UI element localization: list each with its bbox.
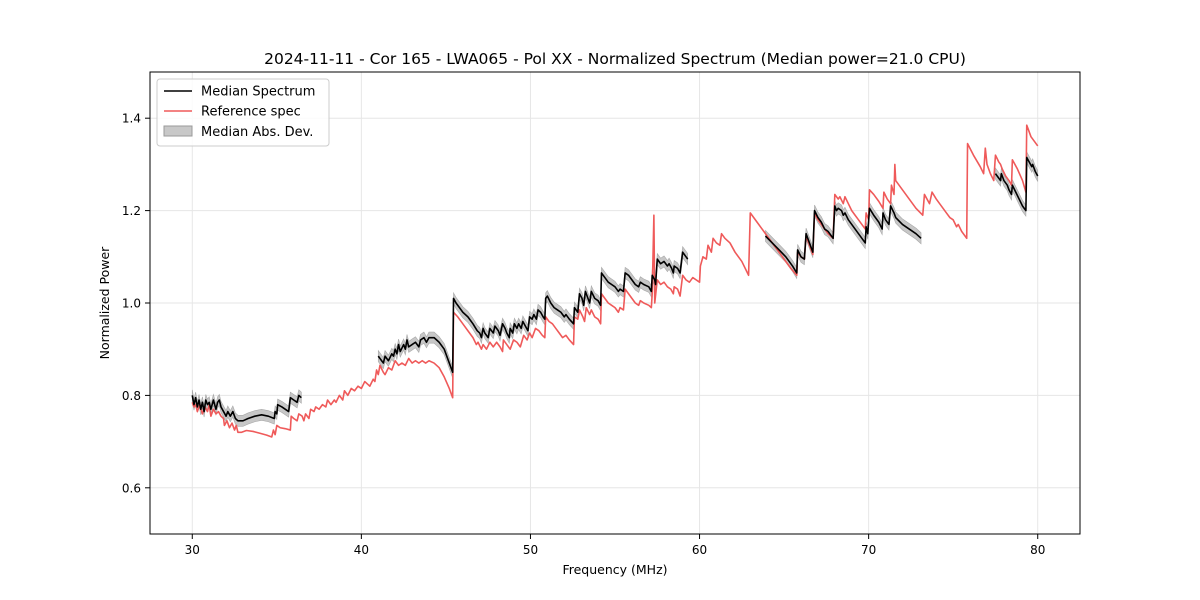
median-spectrum-line: [377, 251, 689, 374]
x-axis-label: Frequency (MHz): [562, 562, 667, 577]
x-tick-label: 60: [692, 543, 707, 557]
x-tick-label: 30: [185, 543, 200, 557]
y-tick-label: 0.6: [122, 481, 141, 495]
y-tick-label: 1.0: [122, 297, 141, 311]
y-tick-label: 1.4: [122, 112, 141, 126]
y-axis-ticks: 0.6 0.8 1.0 1.2 1.4: [122, 112, 150, 495]
x-axis-ticks: 30 40 50 60 70 80: [185, 534, 1045, 557]
x-tick-label: 80: [1030, 543, 1045, 557]
x-tick-label: 50: [523, 543, 538, 557]
mad-band: [377, 245, 689, 378]
plot-area: [191, 124, 1039, 438]
legend-median-label: Median Spectrum: [201, 85, 315, 100]
legend-mad-label: Median Abs. Dev.: [201, 125, 313, 140]
mad-band-layer: [191, 150, 1039, 427]
x-tick-label: 40: [354, 543, 369, 557]
y-tick-label: 1.2: [122, 204, 141, 218]
legend-reference-label: Reference spec: [201, 105, 301, 120]
legend-mad-swatch: [163, 125, 193, 137]
y-axis-label: Normalized Power: [97, 246, 112, 360]
y-tick-label: 0.8: [122, 389, 141, 403]
x-tick-label: 70: [861, 543, 876, 557]
chart-title: 2024-11-11 - Cor 165 - LWA065 - Pol XX -…: [264, 50, 966, 68]
median-line-layer: [191, 156, 1039, 422]
median-spectrum-line: [994, 156, 1039, 212]
reference-spec-line: [191, 124, 1039, 438]
median-spectrum-line: [764, 205, 922, 274]
median-spectrum-line: [191, 394, 302, 422]
reference-line-layer: [191, 124, 1039, 438]
legend-frame: [156, 78, 330, 147]
legend: Median Spectrum Reference spec Median Ab…: [156, 78, 330, 147]
mad-band: [995, 150, 1039, 218]
